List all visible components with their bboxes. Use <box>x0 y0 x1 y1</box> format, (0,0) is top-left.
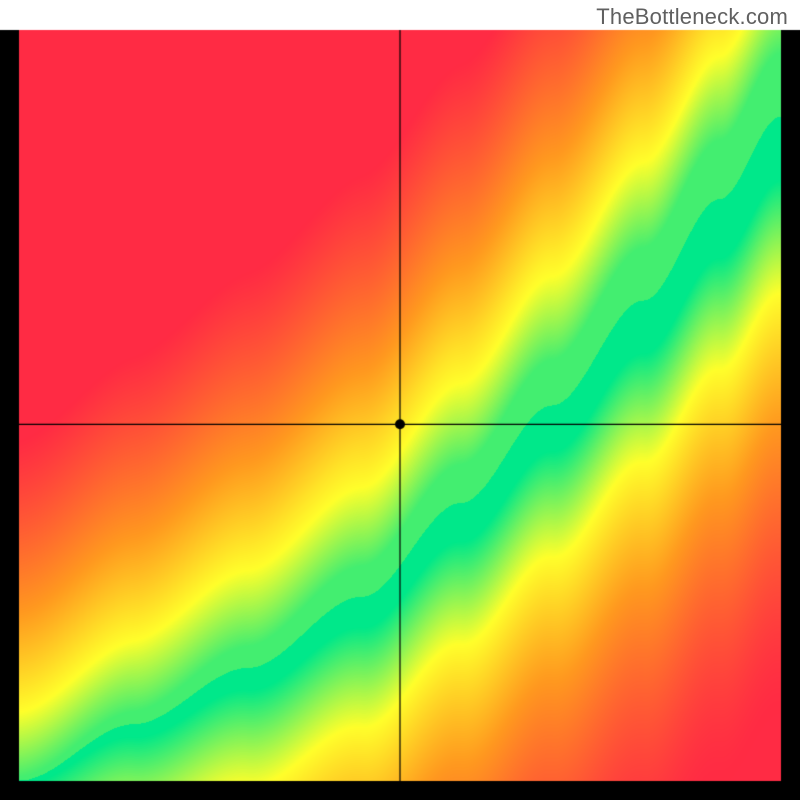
heatmap-canvas <box>0 0 800 800</box>
chart-container: TheBottleneck.com <box>0 0 800 800</box>
watermark-text: TheBottleneck.com <box>596 4 788 30</box>
